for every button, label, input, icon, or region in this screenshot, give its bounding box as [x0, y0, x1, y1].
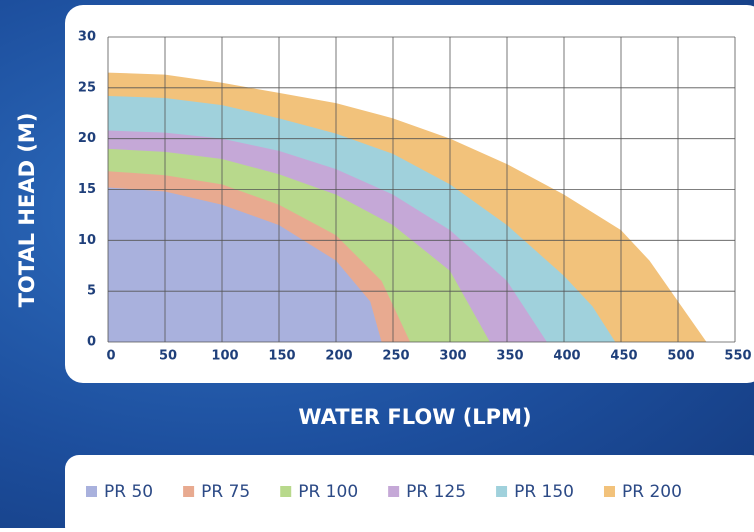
legend-label: PR 75 [201, 482, 250, 502]
page: TOTAL HEAD (M) WATER FLOW (LPM) PR 50 PR … [0, 0, 754, 528]
x-tick-label: 550 [724, 349, 751, 364]
y-tick-label: 20 [78, 131, 96, 146]
y-tick-label: 5 [87, 284, 96, 299]
x-axis-title: WATER FLOW (LPM) [298, 405, 531, 429]
x-tick-label: 300 [439, 349, 466, 364]
legend-label: PR 125 [406, 482, 466, 502]
y-tick-label: 30 [78, 30, 96, 45]
y-tick-label: 15 [78, 182, 96, 197]
y-axis-title: TOTAL HEAD (M) [15, 113, 39, 308]
legend-swatch [496, 486, 507, 497]
y-tick-label: 0 [87, 335, 96, 350]
legend-swatch [183, 486, 194, 497]
legend-label: PR 200 [622, 482, 682, 502]
y-tick-label: 10 [78, 233, 96, 248]
x-tick-label: 0 [106, 349, 115, 364]
legend-swatch [388, 486, 399, 497]
legend-label: PR 100 [298, 482, 358, 502]
x-tick-label: 400 [553, 349, 580, 364]
legend-swatch [86, 486, 97, 497]
x-tick-label: 50 [159, 349, 177, 364]
x-tick-label: 150 [268, 349, 295, 364]
y-tick-label: 25 [78, 80, 96, 95]
legend-swatch [604, 486, 615, 497]
legend-swatch [280, 486, 291, 497]
x-tick-label: 250 [382, 349, 409, 364]
legend-label: PR 150 [514, 482, 574, 502]
x-tick-label: 200 [325, 349, 352, 364]
x-tick-label: 500 [667, 349, 694, 364]
chart: TOTAL HEAD (M) WATER FLOW (LPM) PR 50 PR … [0, 0, 754, 528]
x-tick-label: 450 [610, 349, 637, 364]
x-tick-label: 100 [211, 349, 238, 364]
legend-label: PR 50 [104, 482, 153, 502]
x-tick-label: 350 [496, 349, 523, 364]
